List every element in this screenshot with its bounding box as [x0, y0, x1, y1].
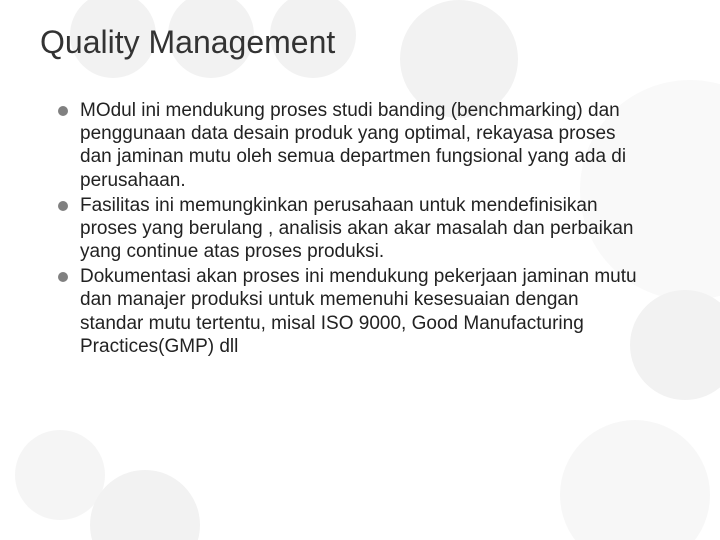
list-item: Dokumentasi akan proses ini mendukung pe… [58, 265, 638, 358]
slide-content: Quality Management MOdul ini mendukung p… [0, 0, 720, 358]
slide-title: Quality Management [40, 24, 680, 61]
decorative-circle [15, 430, 105, 520]
list-item: Fasilitas ini memungkinkan perusahaan un… [58, 194, 638, 264]
decorative-circle [560, 420, 710, 540]
list-item: MOdul ini mendukung proses studi banding… [58, 99, 638, 192]
bullet-list: MOdul ini mendukung proses studi banding… [40, 99, 638, 358]
decorative-circle [90, 470, 200, 540]
